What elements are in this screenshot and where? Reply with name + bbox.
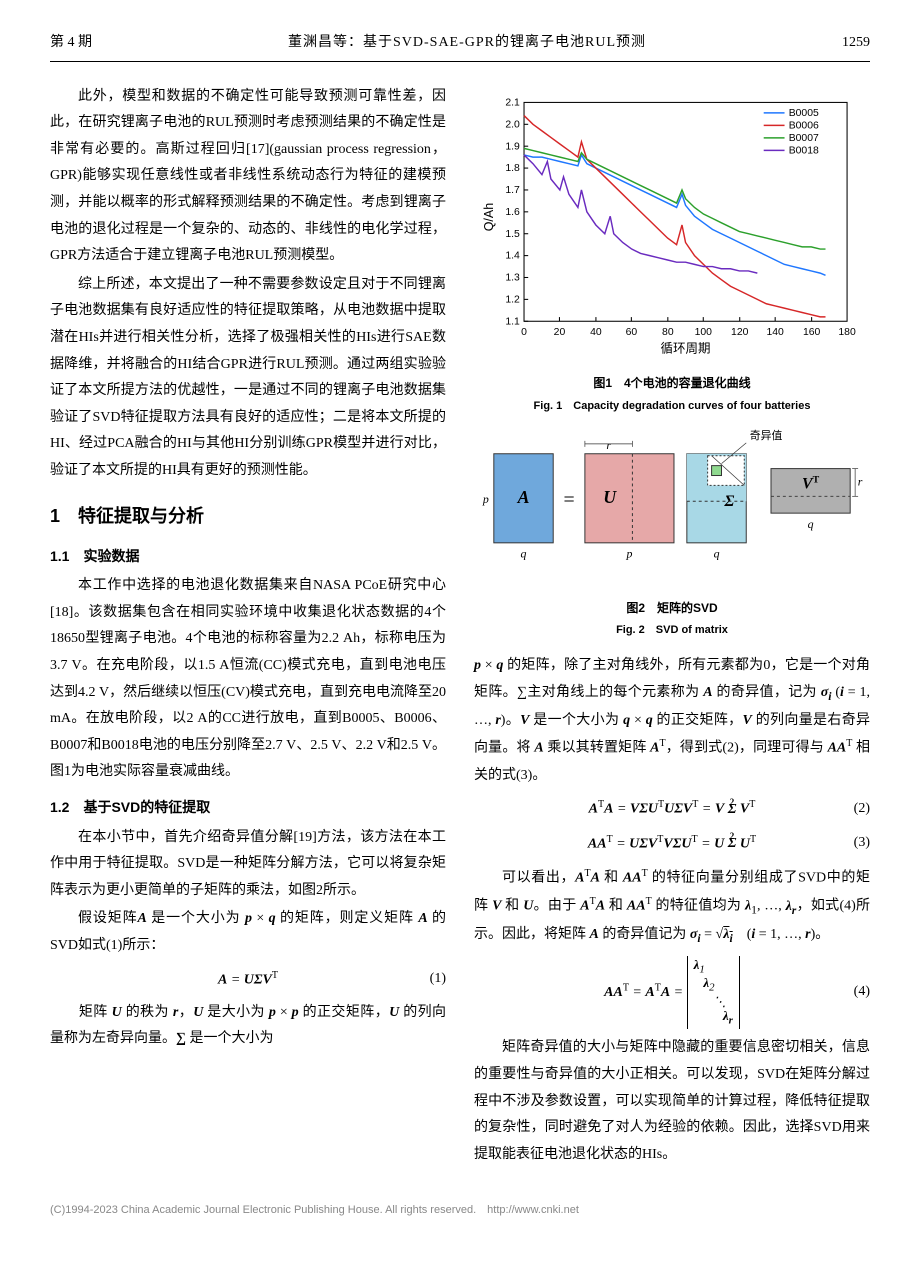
svg-text:1.5: 1.5 <box>505 228 520 239</box>
page-header: 第 4 期 董渊昌等：基于SVD-SAE-GPR的锂离子电池RUL预测 1259 <box>50 30 870 62</box>
equation-2: ATA = VΣUTUΣVT = V Σ2 VT (2) <box>474 795 870 823</box>
fig2-caption-cn: 图2 矩阵的SVD <box>474 597 870 620</box>
svg-text:0: 0 <box>521 326 527 337</box>
equation-4: AAT = ATA = λ1 λ2 ⋱ λr (4) <box>474 956 870 1030</box>
para-right-1: p × q 的矩阵，除了主对角线外，所有元素都为0，它是一个对角矩阵。∑主对角线… <box>474 653 870 789</box>
svg-text:B0006: B0006 <box>789 120 819 131</box>
page-footer: (C)1994-2023 China Academic Journal Elec… <box>50 1200 870 1221</box>
svg-text:=: = <box>563 489 574 511</box>
svg-text:80: 80 <box>662 326 674 337</box>
svg-text:1.3: 1.3 <box>505 272 520 283</box>
para-right-2: 可以看出，ATA 和 AAT 的特征向量分别组成了SVD中的矩阵 V 和 U。由… <box>474 864 870 950</box>
svg-text:180: 180 <box>838 326 856 337</box>
svg-text:1.1: 1.1 <box>505 316 520 327</box>
svg-text:20: 20 <box>554 326 566 337</box>
section-1-2-title: 1.2 基于SVD的特征提取 <box>50 794 446 821</box>
para-after-eq1: 矩阵 U 的秩为 r，U 是大小为 p × p 的正交矩阵，U 的列向量称为左奇… <box>50 1000 446 1053</box>
section-1-title: 1 特征提取与分析 <box>50 499 446 533</box>
svg-text:100: 100 <box>695 326 713 337</box>
svg-text:Q/Ah: Q/Ah <box>482 202 496 231</box>
svg-text:1.8: 1.8 <box>505 163 520 174</box>
svg-text:r: r <box>858 474 863 488</box>
svg-text:Σ: Σ <box>724 493 735 510</box>
para-1-1: 本工作中选择的电池退化数据集来自NASA PCoE研究中心[18]。该数据集包含… <box>50 573 446 786</box>
capacity-chart: 1.1 1.2 1.3 1.4 1.5 1.6 1.7 1.8 1.9 2.0 … <box>474 92 870 358</box>
left-column: 此外，模型和数据的不确定性可能导致预测可靠性差，因此，在研究锂离子电池的RUL预… <box>50 84 446 1171</box>
svg-text:B0007: B0007 <box>789 133 819 144</box>
figure-1: 1.1 1.2 1.3 1.4 1.5 1.6 1.7 1.8 1.9 2.0 … <box>474 92 870 417</box>
para-intro-2: 综上所述，本文提出了一种不需要参数设定且对于不同锂离子电池数据集有良好适应性的特… <box>50 272 446 485</box>
svg-text:1.7: 1.7 <box>505 185 520 196</box>
svg-text:B0018: B0018 <box>789 145 819 156</box>
body-columns: 此外，模型和数据的不确定性可能导致预测可靠性差，因此，在研究锂离子电池的RUL预… <box>50 84 870 1171</box>
equation-3: AAT = UΣVTVΣUT = U Σ2 UT (3) <box>474 830 870 858</box>
svg-text:2.0: 2.0 <box>505 119 520 130</box>
svg-text:160: 160 <box>803 326 821 337</box>
running-title: 董渊昌等：基于SVD-SAE-GPR的锂离子电池RUL预测 <box>92 30 842 57</box>
para-right-3: 矩阵奇异值的大小与矩阵中隐藏的重要信息密切相关，信息的重要性与奇异值的大小正相关… <box>474 1035 870 1168</box>
svg-text:p: p <box>625 546 632 560</box>
svg-text:A: A <box>517 487 530 507</box>
svg-text:奇异值: 奇异值 <box>750 429 783 442</box>
issue-number: 第 4 期 <box>50 30 92 57</box>
svg-text:140: 140 <box>766 326 784 337</box>
svg-text:1.4: 1.4 <box>505 250 520 261</box>
para-1-2a: 在本小节中，首先介绍奇异值分解[19]方法，该方法在本工作中用于特征提取。SVD… <box>50 825 446 905</box>
svg-text:1.6: 1.6 <box>505 207 520 218</box>
figure-2: A p q = U r p <box>474 429 870 642</box>
para-1-2b: 假设矩阵A 是一个大小为 p × q 的矩阵，则定义矩阵 A 的SVD如式(1)… <box>50 906 446 959</box>
svg-text:1.2: 1.2 <box>505 294 520 305</box>
svg-text:B0005: B0005 <box>789 108 819 119</box>
section-1-1-title: 1.1 实验数据 <box>50 543 446 570</box>
svg-text:循环周期: 循环周期 <box>661 341 711 355</box>
fig2-caption-en: Fig. 2 SVD of matrix <box>474 620 870 641</box>
right-column: 1.1 1.2 1.3 1.4 1.5 1.6 1.7 1.8 1.9 2.0 … <box>474 84 870 1171</box>
svg-text:1.9: 1.9 <box>505 141 520 152</box>
svg-text:q: q <box>808 517 814 531</box>
svg-text:U: U <box>603 487 617 507</box>
svg-text:q: q <box>521 546 527 560</box>
equation-1: A = UΣVT (1) <box>50 966 446 994</box>
svg-text:q: q <box>714 546 720 560</box>
svg-text:60: 60 <box>626 326 638 337</box>
fig1-caption-en: Fig. 1 Capacity degradation curves of fo… <box>474 396 870 417</box>
svg-text:p: p <box>482 492 489 506</box>
svg-text:120: 120 <box>731 326 749 337</box>
svd-diagram: A p q = U r p <box>474 429 870 582</box>
para-intro-1: 此外，模型和数据的不确定性可能导致预测可靠性差，因此，在研究锂离子电池的RUL预… <box>50 84 446 270</box>
page-number: 1259 <box>842 30 870 57</box>
svg-text:r: r <box>606 437 611 451</box>
svg-text:2.1: 2.1 <box>505 97 520 108</box>
fig1-caption-cn: 图1 4个电池的容量退化曲线 <box>474 372 870 395</box>
svg-text:40: 40 <box>590 326 602 337</box>
